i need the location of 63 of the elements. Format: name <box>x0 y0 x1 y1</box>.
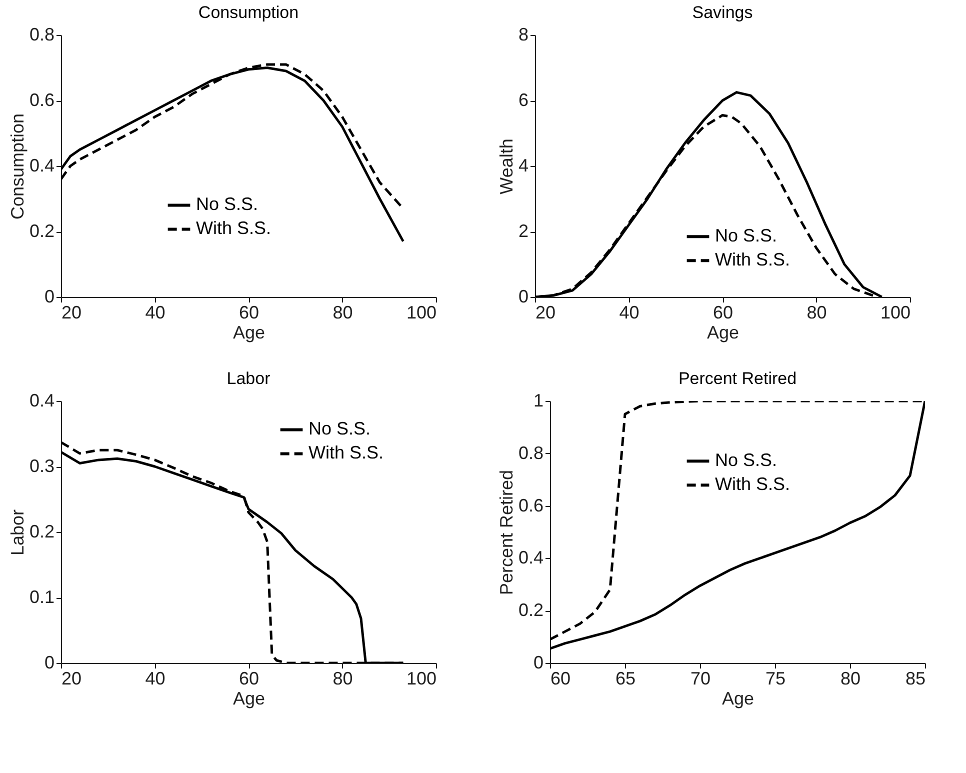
x-tick-label: 40 <box>619 302 640 322</box>
x-tick-label: 40 <box>145 668 166 688</box>
y-tick-label: 6 <box>518 90 528 110</box>
x-tick-label: 100 <box>406 302 436 322</box>
x-tick-label: 80 <box>332 668 353 688</box>
x-tick-label: 20 <box>62 302 82 322</box>
y-tick-label: 0.2 <box>518 600 544 620</box>
chart-title: Savings <box>692 3 753 22</box>
x-tick-label: 80 <box>806 302 827 322</box>
chart-title: Percent Retired <box>678 369 797 388</box>
x-tick-label: 60 <box>238 668 260 688</box>
x-tick-label: 40 <box>145 302 166 322</box>
y-tick-label: 0.8 <box>518 442 544 463</box>
legend-label: With S.S. <box>196 218 272 238</box>
y-tick-label: 0 <box>44 652 54 672</box>
x-tick-label: 20 <box>62 668 82 688</box>
x-tick-label: 100 <box>406 668 436 688</box>
y-tick-label: 0.4 <box>518 548 544 568</box>
y-tick-label: 8 <box>518 24 528 44</box>
chart-title: Labor <box>226 369 271 388</box>
x-tick-label: 60 <box>712 302 734 322</box>
x-axis-title: Age <box>232 688 266 708</box>
x-tick-label: 60 <box>238 302 260 322</box>
y-axis-title: Labor <box>7 509 28 556</box>
x-tick-label: 75 <box>765 668 786 688</box>
y-tick-label: 0.1 <box>29 587 54 607</box>
legend-label: With S.S. <box>308 442 384 463</box>
x-tick-label: 70 <box>690 668 711 688</box>
legend-label: With S.S. <box>715 474 790 494</box>
x-tick-label: 80 <box>332 302 353 322</box>
y-tick-label: 0.2 <box>29 522 54 542</box>
y-tick-label: 0 <box>533 652 544 672</box>
y-tick-label: 0.6 <box>29 90 54 110</box>
y-tick-label: 0.2 <box>29 221 54 241</box>
legend-label: No S.S. <box>308 418 371 439</box>
y-tick-label: 4 <box>518 156 528 176</box>
x-axis-title: Age <box>722 688 754 708</box>
y-tick-label: 0.4 <box>29 156 54 176</box>
y-axis-title: Percent Retired <box>496 470 516 596</box>
x-tick-label: 85 <box>905 668 926 688</box>
y-tick-label: 0.6 <box>518 495 544 516</box>
legend-label: No S.S. <box>715 226 778 246</box>
legend-label: With S.S. <box>715 250 790 270</box>
y-tick-label: 0 <box>44 286 54 306</box>
y-axis-title: Wealth <box>496 138 516 194</box>
x-tick-label: 20 <box>536 302 556 322</box>
x-tick-label: 100 <box>880 302 910 322</box>
x-tick-label: 80 <box>840 668 861 688</box>
y-tick-label: 2 <box>518 221 528 241</box>
x-axis-title: Age <box>706 322 740 342</box>
y-tick-label: 0 <box>518 286 528 306</box>
legend-label: No S.S. <box>715 450 778 470</box>
y-tick-label: 0.8 <box>29 24 54 44</box>
line-series <box>61 66 404 243</box>
x-axis-title: Age <box>232 322 266 342</box>
x-tick-label: 65 <box>615 668 636 688</box>
y-tick-label: 0.4 <box>29 390 54 410</box>
x-tick-label: 60 <box>550 668 571 688</box>
chart-title: Consumption <box>198 3 299 22</box>
y-tick-label: 1 <box>533 390 544 410</box>
legend-label: No S.S. <box>196 194 258 214</box>
y-axis-title: Consumption <box>7 113 28 220</box>
y-tick-label: 0.3 <box>29 456 54 476</box>
